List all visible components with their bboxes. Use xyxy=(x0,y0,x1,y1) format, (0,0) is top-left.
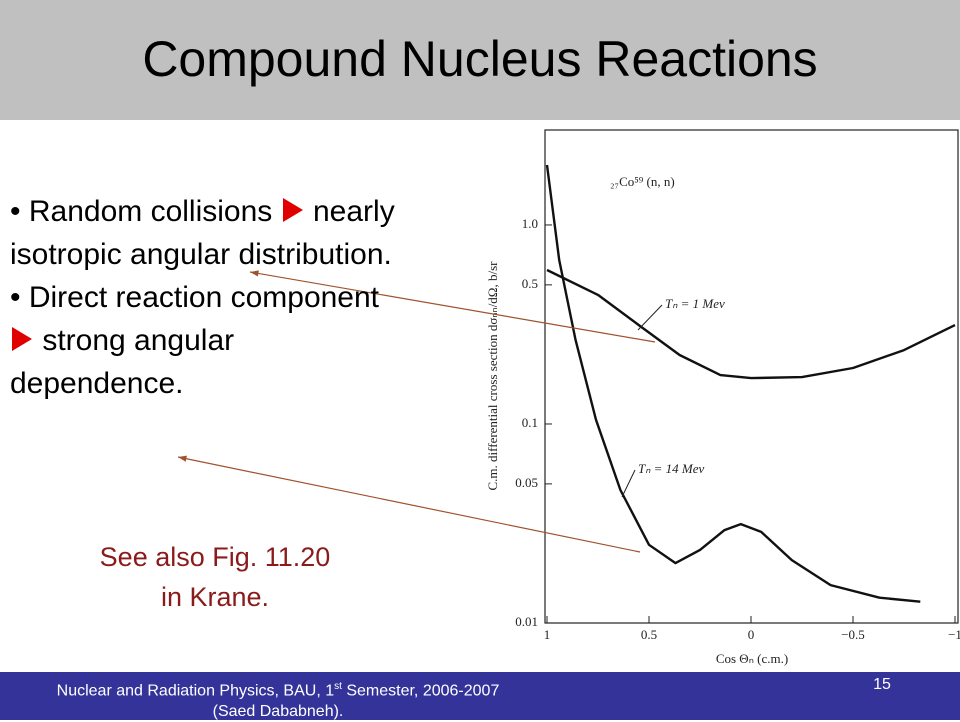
bullet-effect: nearly isotropic angular distribution. xyxy=(10,195,395,271)
bullet-effect: strong angular dependence. xyxy=(10,324,235,400)
bullet: • Random collisions nearly isotropic ang… xyxy=(10,195,395,271)
x-tick-label: −1 xyxy=(948,627,960,642)
series-label: Tₙ = 1 Mev xyxy=(665,296,725,311)
note-line: See also Fig. 11.20 xyxy=(99,542,331,572)
header: Compound Nucleus Reactions xyxy=(0,0,960,120)
x-axis-label: Cos Θₙ (c.m.) xyxy=(716,651,788,666)
x-tick-label: 1 xyxy=(544,627,551,642)
note-line: in Krane. xyxy=(160,582,270,612)
y-tick-label: 1.0 xyxy=(522,216,538,231)
footer-course: Nuclear and Radiation Physics, BAU, 1 xyxy=(56,682,335,700)
bullet-list: • Random collisions nearly isotropic ang… xyxy=(10,190,402,405)
x-tick-label: 0 xyxy=(748,627,755,642)
arrow-icon xyxy=(12,327,32,351)
note: See also Fig. 11.20 in Krane. xyxy=(60,537,370,617)
bullet: • Direct reaction component strong angul… xyxy=(10,281,380,400)
footer-suffix: st xyxy=(334,681,342,692)
pointer-arrow xyxy=(249,271,656,343)
arrow-icon xyxy=(282,198,303,222)
footer-text: Nuclear and Radiation Physics, BAU, 1st … xyxy=(0,676,556,722)
series-line xyxy=(545,164,921,603)
arrow-head xyxy=(250,270,259,277)
y-tick-label: 0.5 xyxy=(522,276,538,291)
arrow-head xyxy=(178,455,187,462)
label-leader xyxy=(621,469,636,498)
bullet-cause: Random collisions xyxy=(28,195,273,228)
series-label: Tₙ = 14 Mev xyxy=(638,461,705,476)
y-tick-label: 0.01 xyxy=(515,614,538,629)
series-line xyxy=(546,268,956,380)
footer: Nuclear and Radiation Physics, BAU, 1st … xyxy=(0,672,960,720)
x-tick-label: 0.5 xyxy=(641,627,657,642)
bullet-cause: Direct reaction component xyxy=(28,281,380,314)
footer-author: (Saed Dababneh). xyxy=(212,703,344,721)
slide-title: Compound Nucleus Reactions xyxy=(142,31,818,87)
chart-annotation: ₂₇Co⁵⁹ (n, n) xyxy=(610,174,675,189)
label-leader xyxy=(637,304,663,331)
pointer-arrow xyxy=(177,456,641,553)
x-tick-label: −0.5 xyxy=(841,627,865,642)
plot-frame xyxy=(544,129,959,624)
footer-term: Semester, 2006-2007 xyxy=(346,682,500,700)
y-tick-label: 0.05 xyxy=(515,475,538,490)
page-number: 15 xyxy=(873,676,891,693)
y-axis-label: C.m. differential cross section dσₙₙ/dΩ,… xyxy=(485,261,500,491)
y-tick-label: 0.1 xyxy=(522,415,538,430)
